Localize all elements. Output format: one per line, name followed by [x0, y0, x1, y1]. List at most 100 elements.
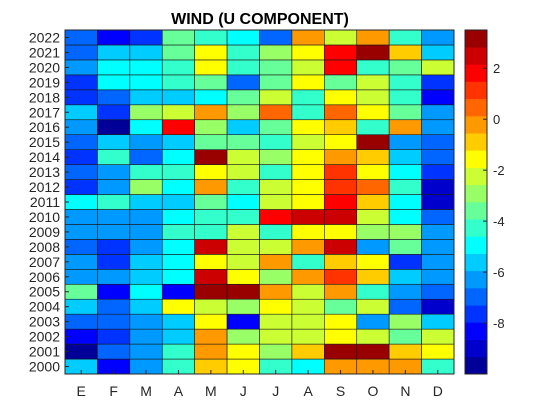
heatmap-cell — [259, 149, 293, 165]
x-tick-label: M — [205, 383, 217, 399]
heatmap-cell — [97, 59, 131, 76]
heatmap-cell — [97, 328, 131, 345]
colorbar-segment — [465, 288, 487, 306]
heatmap-cell — [64, 89, 98, 106]
heatmap-cell — [324, 209, 358, 225]
heatmap-cell — [356, 44, 390, 61]
heatmap-cell — [161, 209, 195, 225]
heatmap-cell — [291, 343, 325, 360]
heatmap-cell — [129, 239, 163, 255]
heatmap-cell — [64, 119, 98, 135]
heatmap-cell — [259, 164, 293, 180]
heatmap-cell — [259, 254, 293, 270]
colorbar-segment — [465, 270, 487, 289]
heatmap-cell — [194, 328, 228, 345]
heatmap-cell — [64, 268, 98, 285]
heatmap-cell — [324, 59, 358, 76]
heatmap-cell — [194, 224, 228, 240]
colorbar-tick-label: 2 — [493, 61, 500, 76]
heatmap-cell — [259, 343, 293, 360]
y-tick-label: 2019 — [29, 74, 60, 90]
colorbar-segment — [465, 64, 487, 82]
heatmap-cell — [324, 328, 358, 345]
heatmap-cell — [291, 313, 325, 330]
heatmap-cell — [129, 149, 163, 165]
x-tick-label: E — [77, 383, 86, 399]
heatmap-cell — [64, 239, 98, 255]
heatmap-cell — [356, 224, 390, 240]
heatmap-cell — [421, 119, 455, 135]
heatmap-cell — [129, 328, 163, 345]
heatmap-cell — [324, 104, 358, 121]
heatmap-cell — [226, 254, 260, 270]
heatmap-cell — [194, 89, 228, 106]
heatmap-cell — [129, 224, 163, 240]
x-tick-label: O — [368, 383, 379, 399]
heatmap-cell — [97, 313, 131, 330]
heatmap-cell — [291, 283, 325, 300]
heatmap-cell — [97, 29, 131, 46]
heatmap-cell — [388, 224, 422, 240]
heatmap-cell — [64, 194, 98, 210]
colorbar-segment — [465, 253, 487, 272]
heatmap-cell — [259, 44, 293, 61]
heatmap-cell — [259, 104, 293, 121]
heatmap-cell — [226, 59, 260, 76]
colorbar-frame — [464, 29, 488, 375]
heatmap-cell — [421, 134, 455, 150]
heatmap-cell — [97, 149, 131, 165]
heatmap-cell — [129, 89, 163, 106]
heatmap-cell — [194, 209, 228, 225]
y-tick-label: 2009 — [29, 224, 60, 240]
x-tick-label: J — [272, 383, 279, 399]
heatmap-cell — [388, 254, 422, 270]
heatmap-cell — [421, 239, 455, 255]
heatmap-cell — [356, 209, 390, 225]
heatmap-cell — [388, 283, 422, 300]
heatmap-cell — [259, 74, 293, 91]
heatmap-cell — [194, 29, 228, 46]
colorbar-segment — [465, 98, 487, 117]
heatmap-cell — [324, 179, 358, 195]
heatmap-cell — [226, 239, 260, 255]
heatmap-cell — [161, 283, 195, 300]
heatmap-cell — [194, 343, 228, 360]
colorbar-segment — [465, 236, 487, 254]
heatmap-cell — [161, 89, 195, 106]
heatmap-cell — [161, 194, 195, 210]
heatmap-cell — [388, 74, 422, 91]
heatmap-cell — [226, 44, 260, 61]
heatmap-cell — [161, 224, 195, 240]
heatmap-cell — [421, 313, 455, 330]
y-tick-label: 2017 — [29, 104, 60, 120]
heatmap-cell — [291, 29, 325, 46]
x-tick-label: J — [240, 383, 247, 399]
heatmap-cell — [64, 59, 98, 76]
heatmap-cell — [259, 134, 293, 150]
heatmap-cell — [259, 328, 293, 345]
heatmap-cell — [161, 164, 195, 180]
heatmap-cell — [97, 254, 131, 270]
heatmap-cell — [421, 209, 455, 225]
heatmap-cell — [226, 74, 260, 91]
y-tick-label: 2020 — [29, 59, 60, 75]
colorbar-segment — [465, 30, 487, 48]
heatmap-cell — [259, 224, 293, 240]
y-tick-label: 2004 — [29, 299, 60, 315]
heatmap-cell — [356, 29, 390, 46]
heatmap-cell — [388, 328, 422, 345]
heatmap-cell — [64, 164, 98, 180]
heatmap-cell — [64, 44, 98, 61]
heatmap-cell — [388, 179, 422, 195]
heatmap-cell — [324, 268, 358, 285]
heatmap-cell — [356, 239, 390, 255]
heatmap-cell — [259, 29, 293, 46]
heatmap-cell — [356, 89, 390, 106]
heatmap-cell — [161, 149, 195, 165]
heatmap-cell — [324, 254, 358, 270]
heatmap-cell — [259, 119, 293, 135]
heatmap-cell — [226, 298, 260, 315]
heatmap-cell — [421, 44, 455, 61]
y-tick-label: 2013 — [29, 164, 60, 180]
colorbar-segment — [465, 202, 487, 220]
